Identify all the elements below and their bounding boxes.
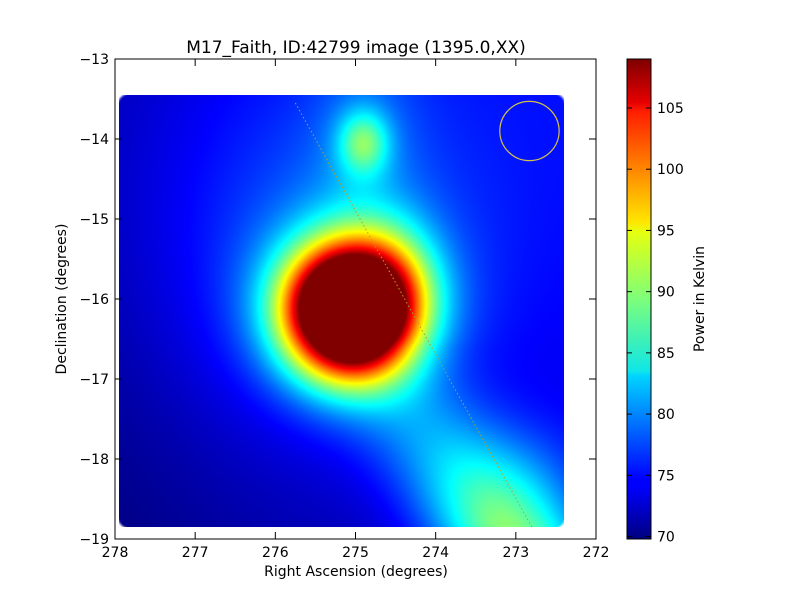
x-tick-label: 278 bbox=[102, 545, 129, 561]
colorbar-tick-label: 95 bbox=[657, 223, 675, 239]
galactic-plane-line bbox=[294, 102, 533, 528]
x-tick-label: 276 bbox=[262, 545, 289, 561]
y-tick-label: −17 bbox=[79, 372, 109, 388]
x-tick-label: 277 bbox=[182, 545, 209, 561]
beam-circle bbox=[499, 100, 560, 162]
colorbar-tick-label: 105 bbox=[657, 101, 684, 117]
x-tick-label: 273 bbox=[502, 545, 529, 561]
y-axis-label: Declination (degrees) bbox=[54, 224, 70, 375]
y-axis-ticks: −13 −14 −15 −16 −17 −18 −19 bbox=[79, 52, 596, 548]
y-tick-label: −19 bbox=[79, 532, 109, 548]
colorbar bbox=[626, 58, 652, 540]
x-tick-label: 272 bbox=[583, 545, 610, 561]
colorbar-tick-label: 70 bbox=[657, 530, 675, 546]
y-tick-label: −14 bbox=[79, 132, 109, 148]
y-tick-label: −16 bbox=[79, 292, 109, 308]
y-tick-label: −15 bbox=[79, 212, 109, 228]
x-tick-label: 275 bbox=[342, 545, 369, 561]
colorbar-tick-label: 75 bbox=[657, 468, 675, 484]
x-axis-ticks: 278 277 276 275 274 273 272 bbox=[102, 59, 610, 561]
x-tick-label: 274 bbox=[422, 545, 449, 561]
y-tick-label: −13 bbox=[79, 52, 109, 68]
colorbar-tick-label: 90 bbox=[657, 285, 675, 301]
colorbar-ticks: 70 75 80 85 90 95 100 105 bbox=[627, 101, 684, 546]
colorbar-label: Power in Kelvin bbox=[692, 246, 708, 352]
colorbar-tick-label: 100 bbox=[657, 162, 684, 178]
y-tick-label: −18 bbox=[79, 452, 109, 468]
x-axis-label: Right Ascension (degrees) bbox=[264, 564, 448, 580]
colorbar-tick-label: 85 bbox=[657, 346, 675, 362]
heatmap-image bbox=[119, 95, 565, 527]
colorbar-tick-label: 80 bbox=[657, 407, 675, 423]
chart-title: M17_Faith, ID:42799 image (1395.0,XX) bbox=[186, 38, 526, 58]
